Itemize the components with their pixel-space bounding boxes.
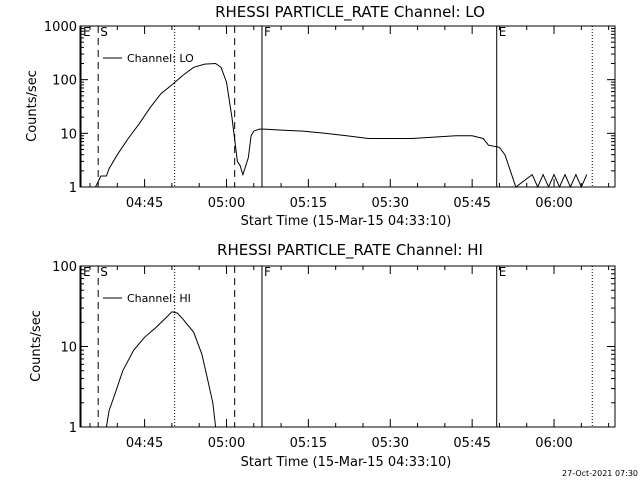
lo-marker-label: E: [499, 25, 507, 39]
lo-y-tick-label: 1: [69, 181, 77, 196]
lo-y-tick-label: 1000: [44, 20, 77, 35]
hi-y-axis-label: Counts/sec: [29, 310, 44, 382]
lo-y-axis-label: Counts/sec: [25, 70, 40, 142]
hi-x-tick-label: 05:00: [208, 436, 245, 451]
lo-x-tick-label: 05:30: [372, 196, 409, 211]
hi-legend-label: Channel: HI: [127, 292, 191, 305]
lo-x-axis-label: Start Time (15-Mar-15 04:33:10): [241, 214, 452, 229]
lo-x-tick-label: 05:15: [290, 196, 327, 211]
hi-series-line: [105, 311, 217, 428]
lo-series-line: [95, 62, 588, 189]
hi-marker-label: F: [264, 265, 271, 279]
hi-marker-label: E: [83, 265, 91, 279]
lo-x-tick-label: 06:00: [535, 196, 572, 211]
lo-x-tick-label: 05:45: [453, 196, 490, 211]
lo-marker-label: E: [83, 25, 91, 39]
lo-x-tick-label: 04:45: [126, 196, 163, 211]
hi-x-axis-label: Start Time (15-Mar-15 04:33:10): [241, 455, 452, 470]
hi-x-tick-label: 05:45: [453, 436, 490, 451]
hi-x-tick-label: 06:00: [535, 436, 572, 451]
lo-legend: Channel: LO: [103, 52, 194, 65]
lo-plot-frame: [79, 25, 616, 188]
footer-timestamp: 27-Oct-2021 07:30: [562, 469, 638, 478]
lo-axis-ticks: 1 10 100 1000 04:45 05:00 05:15 05:30 05:45 06:00: [44, 20, 615, 211]
lo-marker-label: S: [100, 25, 108, 39]
lo-y-tick-label: 10: [60, 127, 77, 142]
lo-legend-label: Channel: LO: [127, 52, 194, 65]
lo-marker-label: F: [264, 25, 271, 39]
hi-marker-label: E: [499, 265, 507, 279]
hi-y-tick-label: 10: [60, 341, 77, 356]
hi-x-tick-label: 04:45: [126, 436, 163, 451]
hi-y-tick-label: 100: [52, 260, 77, 275]
lo-y-tick-label: 100: [52, 74, 77, 89]
hi-x-tick-label: 05:15: [290, 436, 327, 451]
hi-x-tick-label: 05:30: [372, 436, 409, 451]
lo-x-tick-label: 05:00: [208, 196, 245, 211]
hi-axis-ticks: 1 10 100 04:45 05:00 05:15 05:30 05:45 06:00: [52, 260, 615, 451]
hi-chart-title: RHESSI PARTICLE_RATE Channel: HI: [217, 241, 483, 260]
lo-chart-title: RHESSI PARTICLE_RATE Channel: LO: [215, 3, 485, 22]
hi-plot-frame: [79, 265, 616, 428]
hi-legend: Channel: HI: [103, 292, 191, 305]
hi-y-tick-label: 1: [69, 421, 77, 436]
hi-marker-label: S: [100, 265, 108, 279]
